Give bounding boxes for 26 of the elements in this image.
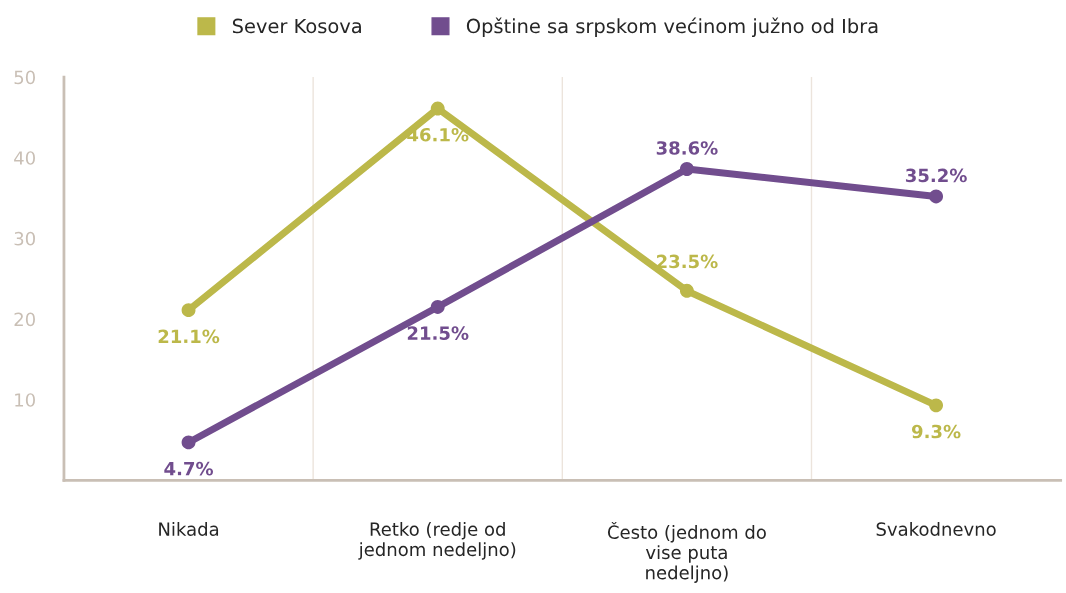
- data-label: 9.3%: [911, 424, 961, 439]
- point: [679, 162, 694, 176]
- x-tick-label: Nikada: [159, 522, 219, 536]
- legend-label: Opštine sa srpskom većinom južno od Ibra: [466, 17, 878, 38]
- data-label: 35.2%: [905, 168, 967, 183]
- point: [929, 189, 944, 204]
- data-label: 4.7%: [164, 461, 214, 476]
- legend-label: Sever Kosova: [232, 18, 361, 34]
- point: [679, 283, 694, 298]
- x-tick-label: Često (jednom do vise puta nedeljno): [607, 522, 766, 583]
- y-tick-label: 40: [14, 151, 35, 165]
- y-tick-label: 20: [14, 312, 35, 327]
- point: [181, 303, 196, 318]
- point: [430, 299, 445, 314]
- data-label: 21.5%: [407, 326, 469, 340]
- point: [929, 398, 944, 413]
- y-tick-label: 50: [14, 70, 35, 85]
- y-tick-label: 30: [14, 231, 35, 246]
- x-tick-label: Retko (redje od jednom nedeljno): [358, 522, 516, 560]
- data-label: 38.6%: [656, 141, 718, 155]
- y-tick-label: 10: [15, 393, 35, 407]
- data-label: 23.5%: [657, 254, 718, 269]
- x-tick-label: Svakodnevno: [876, 522, 996, 536]
- point: [181, 435, 196, 450]
- data-label: 21.1%: [158, 329, 220, 344]
- point: [430, 101, 445, 116]
